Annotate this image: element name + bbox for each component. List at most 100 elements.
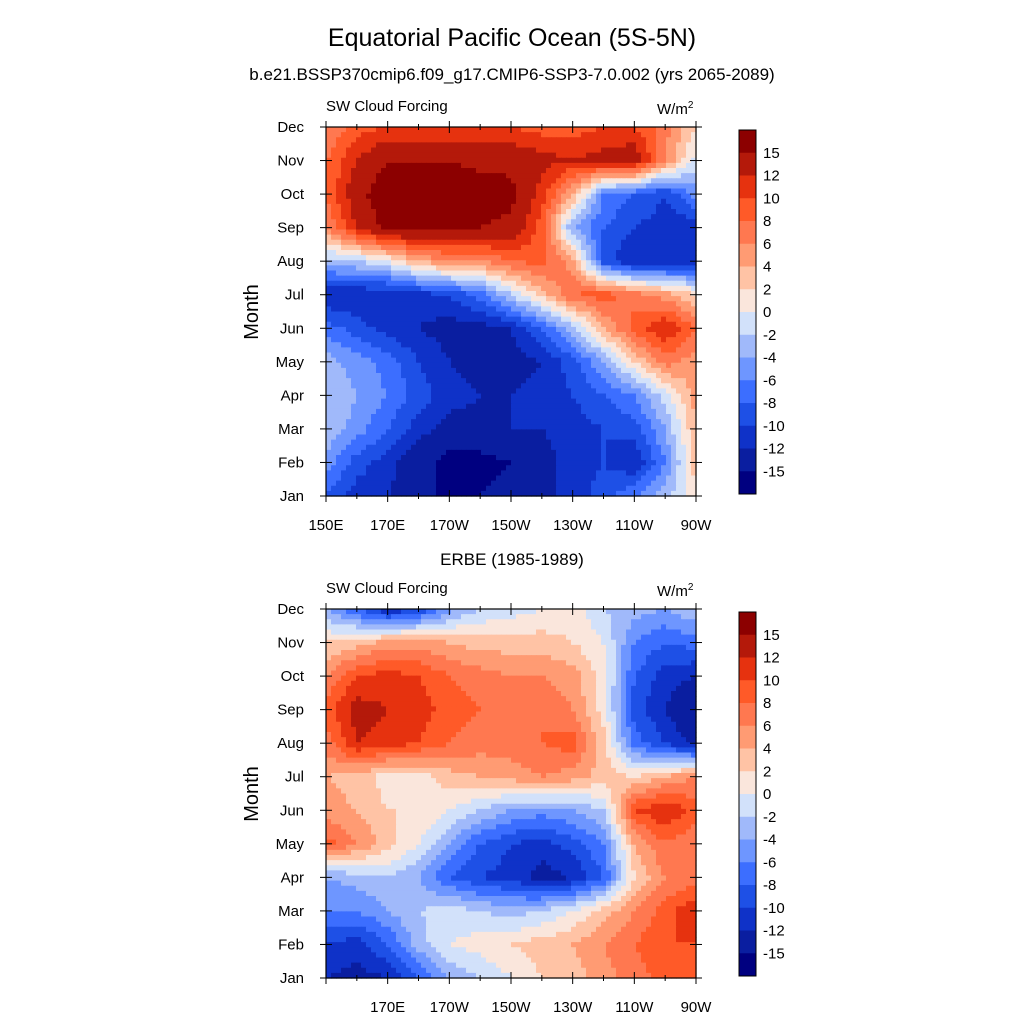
panel-1-field-cell xyxy=(336,337,342,343)
panel-1-field-cell xyxy=(506,449,512,456)
panel-1-field-cell xyxy=(521,403,527,410)
panel-1-field-cell xyxy=(646,178,652,184)
panel-1-field-cell xyxy=(531,347,537,354)
panel-1-field-cell xyxy=(386,408,392,415)
panel-1-field-cell xyxy=(591,255,597,261)
panel-1-field-cell xyxy=(386,352,392,359)
panel-1-field-cell xyxy=(581,234,587,241)
panel-1-field-cell xyxy=(691,373,697,379)
panel-1-field-cell xyxy=(496,352,502,359)
panel-1-field-cell xyxy=(606,291,612,297)
panel-1-field-cell xyxy=(466,311,472,318)
panel-1-field-cell xyxy=(531,168,537,174)
panel-1-field-cell xyxy=(531,419,537,425)
panel-1-field-cell xyxy=(366,408,372,415)
panel-1-field-cell xyxy=(581,449,587,456)
panel-1-field-cell xyxy=(341,449,347,456)
panel-1-field-cell xyxy=(511,152,517,159)
panel-1-field-cell xyxy=(671,250,677,256)
panel-1-field-cell xyxy=(491,285,497,292)
panel-1-field-cell xyxy=(346,357,352,364)
panel-1-field-cell xyxy=(516,367,522,374)
panel-1-field-cell xyxy=(601,275,607,282)
panel-1-field-cell xyxy=(651,439,657,446)
panel-1-field-cell xyxy=(536,357,542,364)
panel-1-field-cell xyxy=(406,183,412,190)
panel-1-field-cell xyxy=(396,449,402,456)
panel-1-field-cell xyxy=(436,296,442,302)
panel-1-field-cell xyxy=(481,326,487,333)
panel-1-field-cell xyxy=(386,239,392,246)
panel-1-field-cell xyxy=(546,224,552,231)
panel-1-field-cell xyxy=(526,152,532,159)
panel-1-field-cell xyxy=(681,439,687,446)
panel-1-field-cell xyxy=(371,378,377,384)
panel-1-field-cell xyxy=(581,362,587,369)
panel-1-field-cell xyxy=(551,285,557,292)
panel-1-field-cell xyxy=(436,347,442,354)
panel-1-field-cell xyxy=(441,239,447,246)
panel-1-field-cell xyxy=(376,444,382,451)
panel-1-field-cell xyxy=(451,239,457,246)
panel-1-field-cell xyxy=(396,347,402,354)
panel-1-field-cell xyxy=(546,419,552,425)
panel-1-field-cell xyxy=(686,270,692,277)
panel-1-field-cell xyxy=(566,439,572,446)
panel-1-field-cell xyxy=(656,347,662,354)
panel-1-field-cell xyxy=(606,260,612,266)
panel-1-field-cell xyxy=(636,188,642,195)
panel-1-field-cell xyxy=(336,275,342,282)
panel-1-field-cell xyxy=(346,127,352,133)
panel-1-field-cell xyxy=(651,373,657,379)
panel-1-field-cell xyxy=(501,449,507,456)
panel-1-field-cell xyxy=(336,449,342,456)
panel-1-field-cell xyxy=(366,178,372,184)
panel-1-field-cell xyxy=(501,429,507,436)
panel-1-field-cell xyxy=(676,178,682,184)
panel-1-field-cell xyxy=(366,142,372,149)
panel-1-field-cell xyxy=(641,460,647,466)
panel-1-field-cell xyxy=(661,460,667,466)
panel-1-field-cell xyxy=(621,429,627,436)
panel-1-field-cell xyxy=(626,162,632,169)
panel-1-field-cell xyxy=(561,178,567,184)
panel-1-field-cell xyxy=(446,414,452,420)
panel-1-field-cell xyxy=(471,342,477,348)
panel-1-field-cell xyxy=(681,342,687,348)
panel-1-field-cell xyxy=(446,224,452,231)
panel-1-field-cell xyxy=(396,388,402,395)
panel-1-field-cell xyxy=(631,337,637,343)
panel-1-field-cell xyxy=(431,444,437,451)
panel-1-field-cell xyxy=(496,162,502,169)
panel-1-field-cell xyxy=(371,408,377,415)
panel-1-field-cell xyxy=(566,455,572,461)
panel-1-field-cell xyxy=(571,188,577,195)
panel-1-field-cell xyxy=(636,373,642,379)
panel-1-field-cell xyxy=(566,449,572,456)
panel-1-field-cell xyxy=(626,157,632,164)
panel-1-field-cell xyxy=(606,157,612,164)
panel-1-field-cell xyxy=(446,342,452,348)
panel-1-field-cell xyxy=(661,291,667,297)
panel-1-field-cell xyxy=(476,398,482,405)
panel-1-field-cell xyxy=(501,193,507,200)
panel-1-field-cell xyxy=(326,347,332,354)
panel-1-field-cell xyxy=(656,393,662,400)
panel-1-field-cell xyxy=(496,362,502,369)
panel-1-field-cell xyxy=(521,301,527,307)
panel-1-field-cell xyxy=(571,244,577,251)
panel-1-field-cell xyxy=(501,316,507,323)
panel-1-field-cell xyxy=(541,326,547,333)
panel-1-field-cell xyxy=(596,173,602,179)
panel-1-field-cell xyxy=(331,332,337,338)
panel-1-field-cell xyxy=(656,265,662,272)
panel-1-field-cell xyxy=(491,209,497,215)
panel-1-field-cell xyxy=(586,424,592,430)
panel-1-field-cell xyxy=(561,255,567,261)
panel-1-field-cell xyxy=(346,168,352,174)
panel-1-field-cell xyxy=(361,152,367,159)
panel-1-field-cell xyxy=(331,460,337,466)
panel-1-field-cell xyxy=(401,408,407,415)
panel-1-field-cell xyxy=(521,326,527,333)
panel-1-field-cell xyxy=(546,280,552,287)
